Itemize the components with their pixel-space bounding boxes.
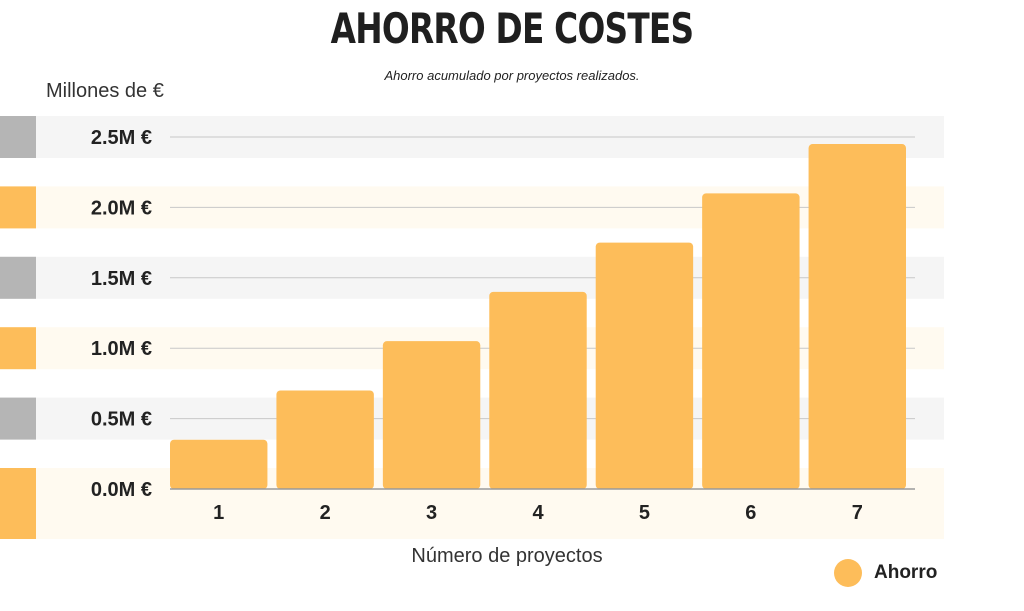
legend-label: Ahorro: [874, 562, 938, 583]
band-marker: [0, 397, 36, 440]
legend-swatch: [834, 559, 862, 587]
bar: [808, 144, 906, 490]
x-tick-label: 1: [213, 502, 224, 524]
bar: [382, 341, 481, 489]
y-tick-label: 2.5M €: [91, 127, 152, 149]
y-tick-label: 2.0M €: [91, 197, 152, 219]
bar: [276, 390, 374, 489]
chart-subtitle: Ahorro acumulado por proyectos realizado…: [384, 68, 640, 83]
band-marker: [0, 116, 36, 158]
y-axis-label: Millones de €: [46, 80, 164, 102]
chart-title: AHORRO DE COSTES: [330, 4, 694, 53]
x-tick-label: 5: [639, 502, 650, 524]
y-tick-label: 0.5M €: [91, 409, 152, 431]
y-tick-label: 0.0M €: [91, 479, 152, 501]
x-tick-labels: 1 2 3 4 5 6 7: [213, 502, 863, 524]
band-marker: [0, 468, 36, 539]
band-marker: [0, 327, 36, 370]
y-tick-labels: 0.0M € 0.5M € 1.0M € 1.5M € 2.0M € 2.5M €: [91, 127, 152, 501]
x-tick-label: 7: [852, 502, 863, 524]
bars: [170, 144, 906, 490]
y-tick-label: 1.5M €: [91, 268, 152, 290]
bar: [702, 193, 800, 489]
legend: Ahorro: [834, 559, 937, 587]
x-tick-label: 4: [532, 502, 544, 524]
x-tick-label: 3: [426, 502, 437, 524]
x-tick-label: 6: [745, 502, 756, 524]
bar: [595, 242, 694, 489]
bar: [170, 439, 268, 489]
y-tick-label: 1.0M €: [91, 338, 152, 360]
band-marker: [0, 186, 36, 229]
band-markers: [0, 116, 36, 539]
x-axis-label: Número de proyectos: [411, 545, 603, 567]
bar: [489, 291, 587, 489]
band-marker: [0, 256, 36, 299]
x-tick-label: 2: [320, 502, 331, 524]
